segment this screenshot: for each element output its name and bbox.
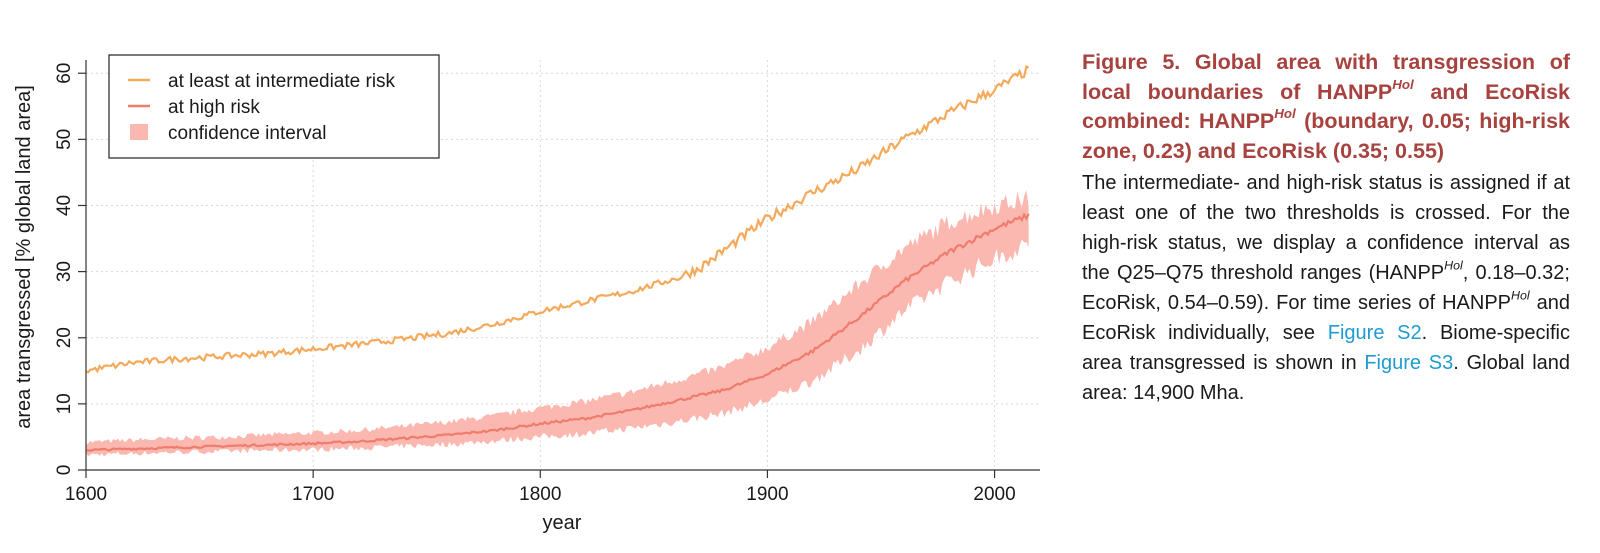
x-tick-label: 2000 <box>973 484 1015 505</box>
y-tick-label: 20 <box>54 327 75 348</box>
x-tick-label: 1600 <box>65 484 107 505</box>
axes: 1600 1700 1800 1900 2000 0 10 20 30 40 50 60 <box>54 60 1040 505</box>
series-line-high-risk <box>85 212 1030 452</box>
legend-label: at least at intermediate risk <box>168 71 396 92</box>
legend-box <box>108 54 440 159</box>
x-tick-label: 1900 <box>746 484 788 505</box>
caption-body-sup-1: Hol <box>1444 258 1463 273</box>
x-tick-label: 1800 <box>519 484 561 505</box>
y-tick-label: 10 <box>54 393 75 414</box>
y-tick-label: 60 <box>54 63 75 84</box>
legend-label: confidence interval <box>168 123 326 144</box>
figure-caption: Figure 5. Global area with transgression… <box>1082 48 1570 408</box>
figure-s3-link[interactable]: Figure S3 <box>1364 352 1454 374</box>
y-tick-label: 0 <box>54 465 75 476</box>
y-tick-label: 30 <box>54 261 75 282</box>
caption-body-part-2: , 0.18–0.32; EcoRisk, 0.54–0.59). For ti… <box>1082 262 1570 314</box>
caption-body-part-3: and EcoRisk individually, see <box>1082 292 1570 344</box>
caption-body-part-4: . Biome-specific area transgressed is sh… <box>1082 322 1570 374</box>
caption-body-part-5: . Global land area: 14,900 Mha. <box>1082 352 1571 404</box>
caption-title-sup-1: Hol <box>1392 76 1414 92</box>
confidence-interval-band <box>86 190 1029 457</box>
caption-title: Figure 5. Global area with transgression… <box>1082 48 1570 166</box>
x-tick-label: 1700 <box>292 484 334 505</box>
y-axis-label: area transgressed [% global land area] <box>13 85 35 429</box>
caption-title-part-2: and EcoRisk combined: HANPP <box>1082 79 1570 134</box>
figure-s2-link[interactable]: Figure S2 <box>1327 322 1422 344</box>
area-transgressed-chart: 1600 1700 1800 1900 2000 0 10 20 30 40 50 60 at lea… <box>13 54 1040 534</box>
y-tick-label: 40 <box>54 195 75 216</box>
legend: at least at intermediate risk at high ris… <box>108 54 440 159</box>
caption-title-part-1: Figure 5. Global area with transgression… <box>1082 50 1570 104</box>
y-tick-label: 50 <box>54 129 75 150</box>
caption-title-part-3: (boundary, 0.05; high-risk zone, 0.23) a… <box>1082 109 1570 163</box>
x-axis-label: year <box>543 512 582 534</box>
caption-title-sup-2: Hol <box>1274 106 1296 122</box>
legend-swatch <box>130 124 148 140</box>
legend-label: at high risk <box>168 97 260 118</box>
caption-body-sup-2: Hol <box>1511 288 1530 303</box>
caption-body: The intermediate- and high-risk status i… <box>1082 168 1570 408</box>
series-line-intermediate-risk <box>85 64 1030 374</box>
caption-body-part-1: The intermediate- and high-risk status i… <box>1082 172 1570 284</box>
